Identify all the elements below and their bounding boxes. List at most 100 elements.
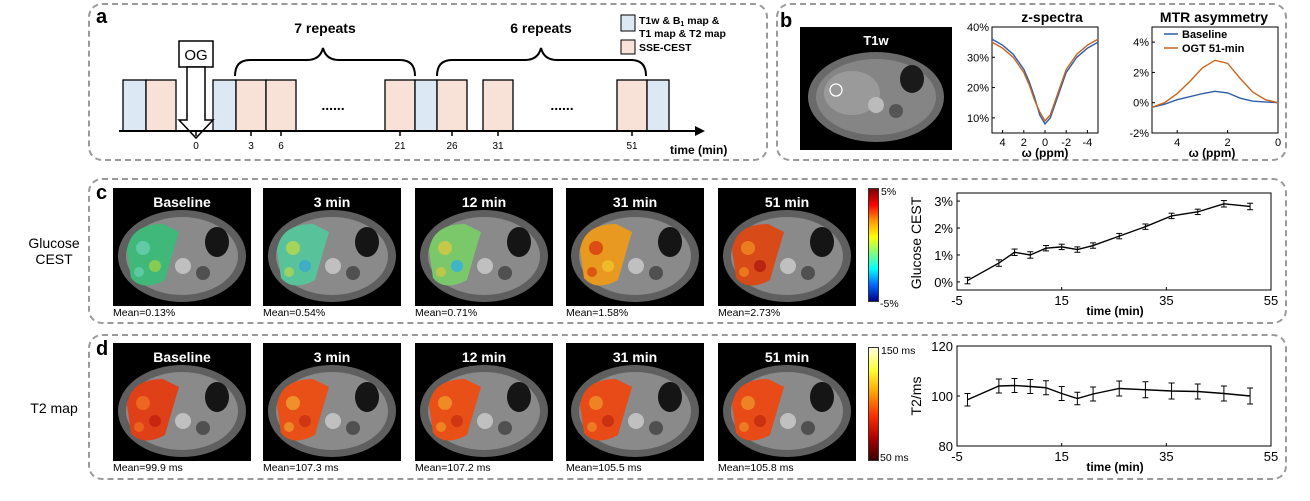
map-image-3: 12 min [415, 188, 553, 306]
mean-value: Mean=0.71% [415, 307, 478, 319]
error-bar [1116, 380, 1123, 397]
y-tick-label: 10% [967, 113, 989, 125]
y-tick-label: 0% [1133, 98, 1149, 110]
error-bar [995, 259, 1002, 267]
error-bar [1027, 251, 1034, 259]
mean-value: Mean=0.13% [113, 307, 176, 319]
x-tick-label: 15 [1054, 449, 1068, 464]
y-tick-label: 0% [934, 275, 953, 290]
error-bar [1074, 391, 1081, 406]
error-bar [1042, 380, 1049, 396]
mean-value: Mean=105.8 ms [718, 462, 794, 474]
map-title: Baseline [153, 349, 211, 365]
x-tick-label: 35 [1159, 293, 1173, 308]
t2-ylabel: T2/ms [908, 377, 924, 416]
x-tick-label: 55 [1264, 449, 1278, 464]
z-spectra-xlabel: ω (ppm) [1022, 146, 1069, 160]
mean-value: Mean=1.58% [566, 307, 629, 319]
map-title: 31 min [612, 349, 658, 365]
map-image-1: Baseline [113, 188, 251, 306]
brace-6-repeats [436, 47, 647, 77]
error-bar [1220, 200, 1227, 208]
error-bar [1058, 243, 1065, 251]
time-axis-arrow [695, 126, 705, 136]
mtr-xlabel: ω (ppm) [1189, 146, 1236, 160]
t1w-image: T1w [800, 27, 952, 150]
panel-a-label: a [96, 6, 108, 28]
map-image-4: 31 min [566, 188, 704, 306]
protocol-block [646, 79, 670, 132]
error-bar [1168, 382, 1175, 400]
mean-value: Mean=99.9 ms [113, 462, 183, 474]
repeats-6-text: 6 repeats [510, 20, 572, 36]
error-bar [1090, 386, 1097, 402]
ellipsis-2: ...... [550, 97, 573, 113]
cest-ylabel: Glucose CEST [908, 196, 924, 289]
cest-colorbar-max: 5% [881, 186, 897, 198]
mean-value: Mean=105.5 ms [566, 462, 642, 474]
y-tick-label: 3% [934, 194, 953, 209]
mean-value: Mean=0.54% [263, 307, 326, 319]
error-bar [1220, 385, 1227, 402]
t2-xlabel: time (min) [1086, 460, 1143, 474]
y-tick-label: 4% [1133, 37, 1149, 49]
y-tick-label: 1% [934, 248, 953, 263]
mean-value: Mean=107.3 ms [263, 462, 339, 474]
repeats-7-text: 7 repeats [294, 20, 356, 36]
error-bar [1142, 381, 1149, 399]
z-spectra-title: z-spectra [1021, 9, 1083, 25]
time-tick-label: 26 [446, 141, 458, 152]
mean-line [967, 384, 1251, 401]
mtr-asymmetry-chart: MTR asymmetry 4% 2% 0% -2% 4 2 0 Baseline OGT … [1129, 9, 1281, 160]
glucose-cest-timecourse-chart: 0% 1% 2% 3% -5 15 35 55 Glucose CEST time (min) [908, 192, 1278, 318]
map-title: 51 min [764, 349, 810, 365]
mtr-frame [1151, 26, 1279, 134]
og-text: OG [184, 47, 207, 64]
map-title: 51 min [764, 194, 810, 210]
panel-a [88, 3, 768, 161]
x-tick-label: -4 [1083, 137, 1093, 149]
time-axis-label: time (min) [670, 143, 727, 157]
legend-blue-line2: T1 map & T2 map [639, 28, 726, 40]
time-tick-label: 21 [394, 141, 406, 152]
legend-baseline-text: Baseline [1182, 29, 1227, 41]
y-tick-label: 2% [1133, 67, 1149, 79]
cest-colorbar [868, 188, 879, 302]
panel-c-label: c [96, 182, 108, 204]
map-image-3: 12 min [415, 343, 553, 461]
map-title: 12 min [461, 349, 507, 365]
map-image-2: 3 min [263, 343, 401, 461]
og-arrow [177, 66, 215, 140]
series-line-ogt-51-min [991, 38, 1099, 123]
panel-d-label: d [96, 338, 109, 360]
error-bar [1142, 223, 1149, 230]
legend-blue-line1: T1w & B1 map & [639, 15, 720, 28]
mean-value: Mean=2.73% [718, 307, 781, 319]
time-tick-label: 6 [278, 141, 284, 152]
error-bar [1011, 248, 1018, 257]
t2-colorbar-min: 50 ms [880, 452, 909, 464]
x-tick-label: 35 [1159, 449, 1173, 464]
x-tick-label: 4 [1000, 137, 1006, 149]
y-tick-label: 2% [934, 221, 953, 236]
y-tick-label: 100 [931, 389, 953, 404]
error-bar [1011, 378, 1018, 393]
time-tick-label: 0 [193, 141, 199, 152]
x-tick-label: 55 [1264, 293, 1278, 308]
map-title: 31 min [612, 194, 658, 210]
legend-pink-label: SSE-CEST [639, 42, 692, 54]
x-tick-label: 0 [1275, 137, 1281, 149]
series-line-baseline [1151, 90, 1279, 108]
mean-value: Mean=107.2 ms [415, 462, 491, 474]
x-tick-label: 2 [1021, 137, 1027, 149]
error-bar [1027, 379, 1034, 394]
cest-xlabel: time (min) [1086, 304, 1143, 318]
x-tick-label: -5 [951, 293, 963, 308]
time-tick-label: 3 [248, 141, 254, 152]
protocol-block [145, 79, 177, 132]
time-tick-label: 51 [626, 141, 638, 152]
x-tick-label: 2 [1225, 137, 1231, 149]
z-spectra-chart: z-spectra 40% 30% 20% 10% 4 2 0 -2 -4 ω (ppm) [967, 9, 1099, 160]
protocol-block [616, 79, 648, 132]
ellipsis-1: ...... [321, 97, 344, 113]
